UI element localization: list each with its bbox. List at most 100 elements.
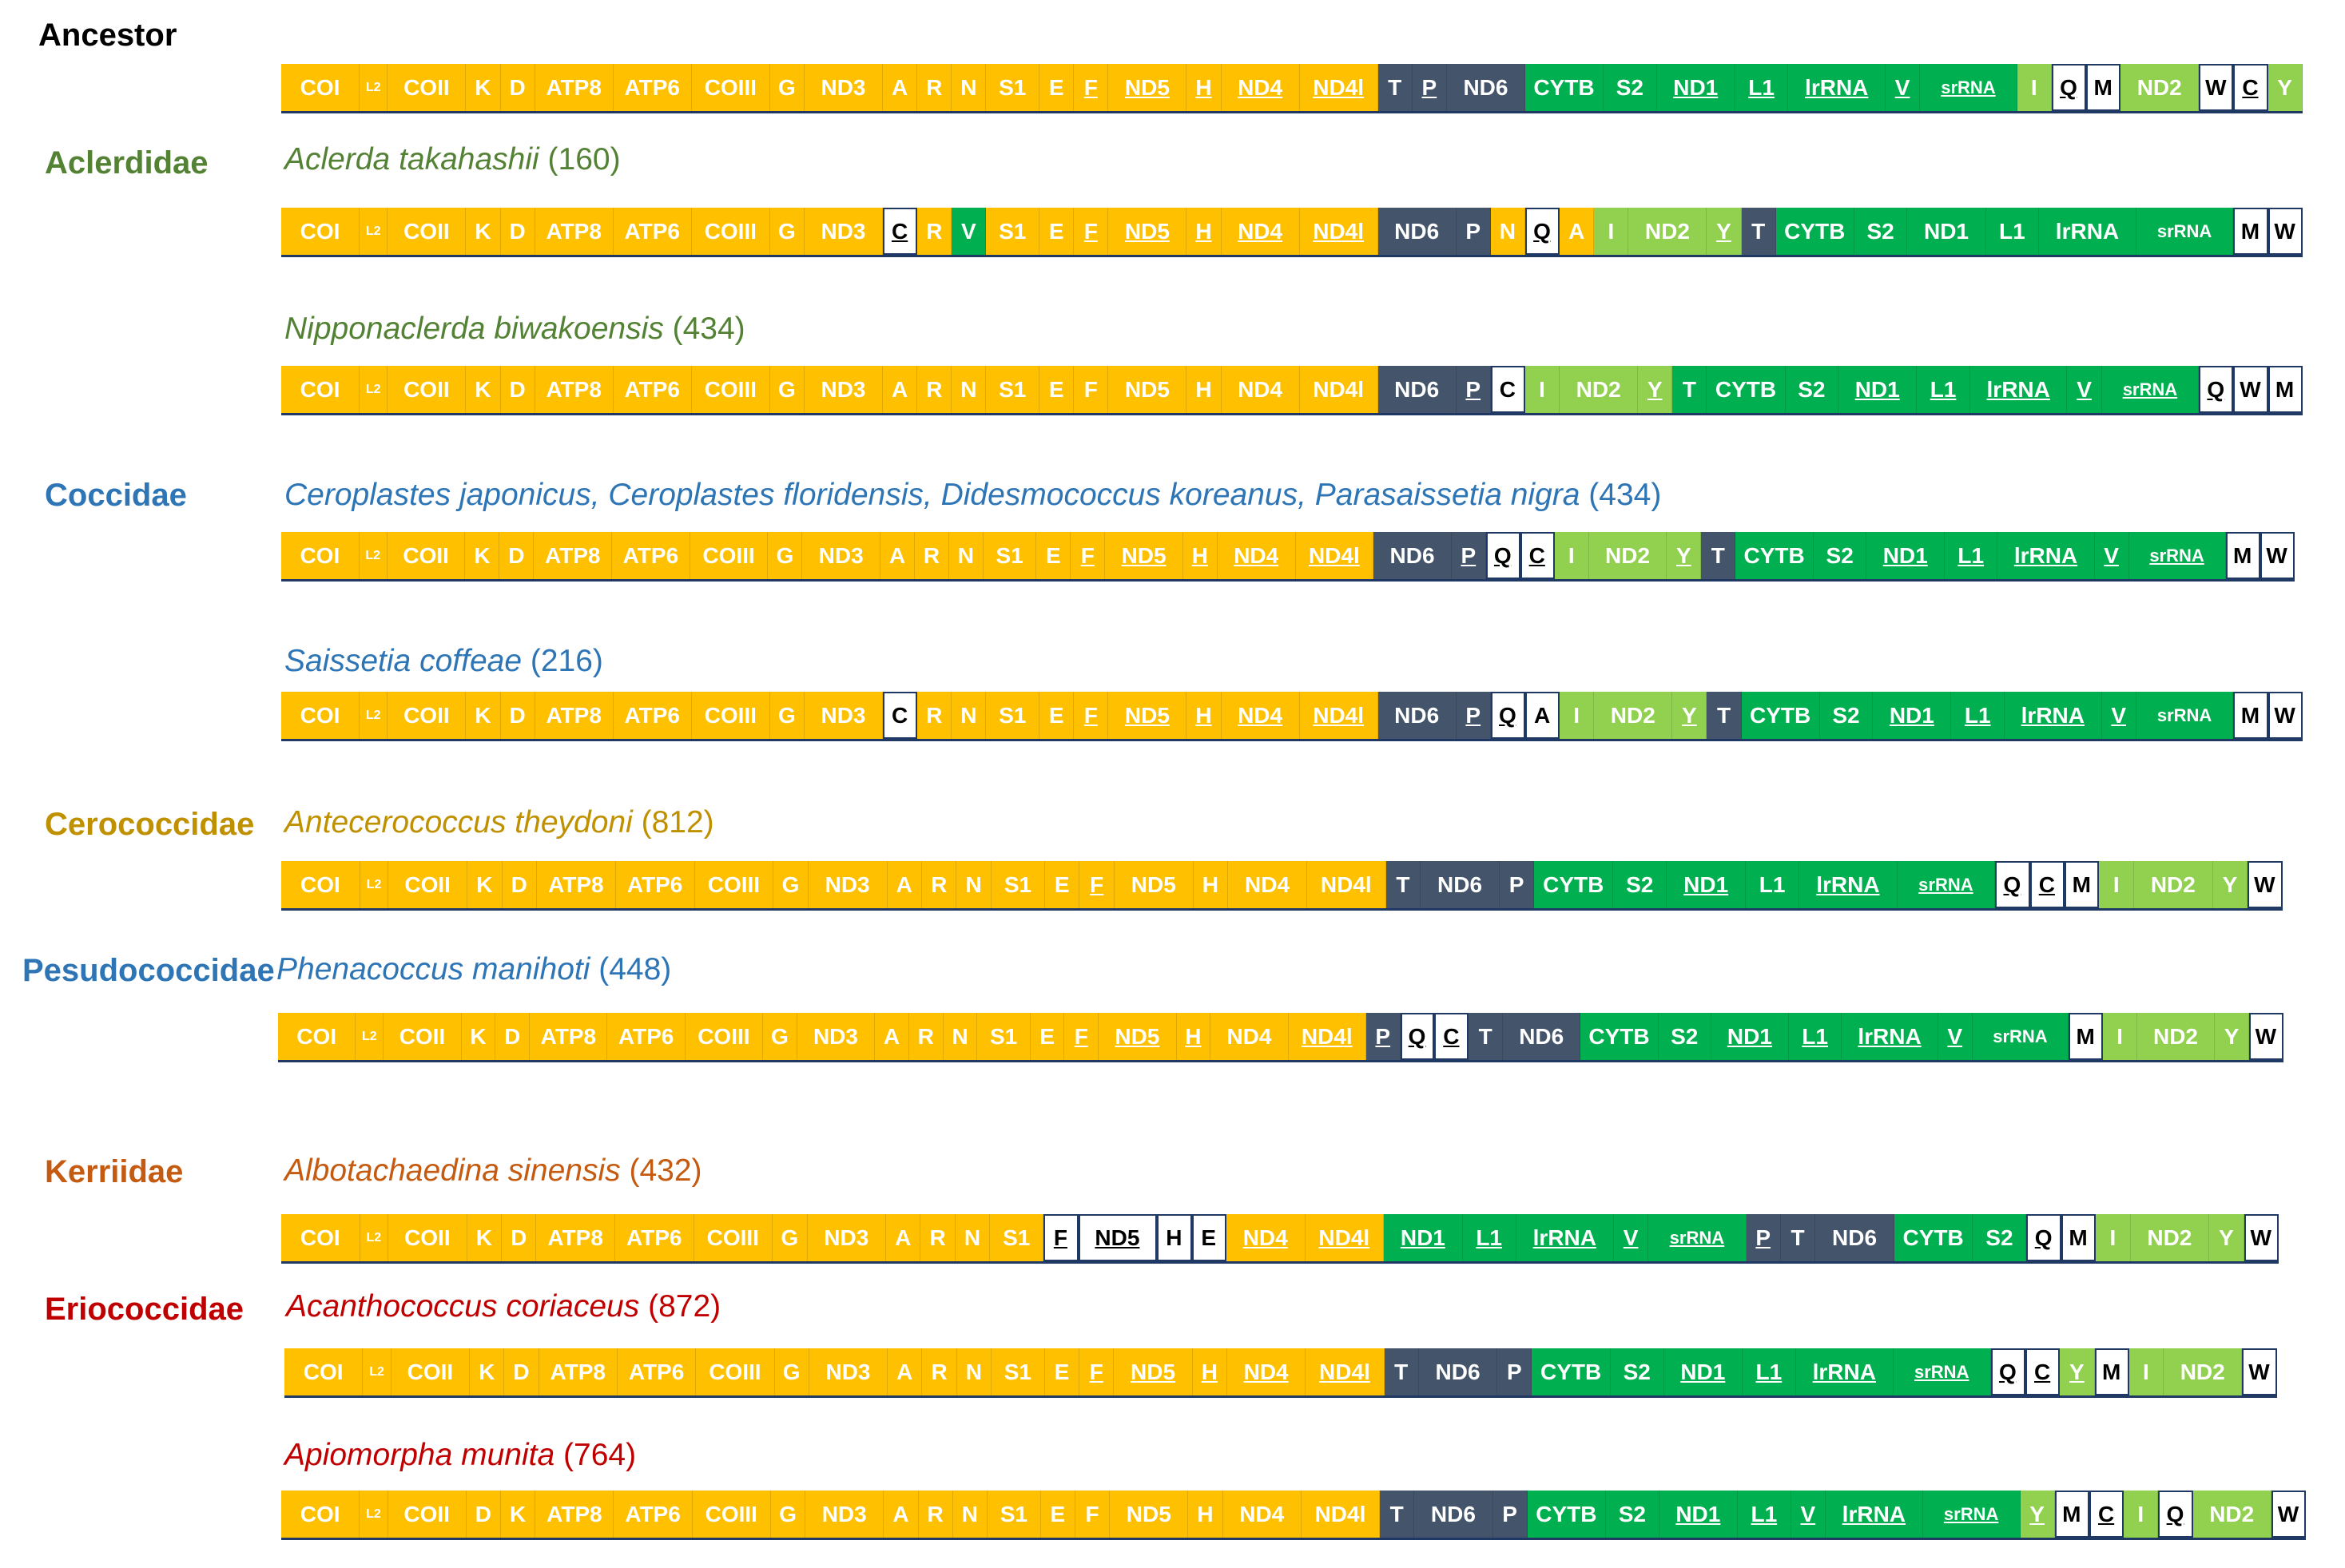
gene-block-f: F: [1074, 64, 1109, 111]
gene-block-lrrna: lrRNA: [1842, 1013, 1938, 1060]
gene-block-nd5: ND5: [1114, 1348, 1193, 1395]
gene-block-t: T: [1469, 1013, 1504, 1060]
gene-label: ATP8: [540, 1023, 597, 1049]
gene-label: CYTB: [1588, 1023, 1650, 1049]
gene-label: M: [2232, 542, 2252, 568]
gene-label: Y: [2218, 1225, 2234, 1250]
gene-block-l1: L1: [1735, 64, 1789, 111]
gene-block-q: Q: [1490, 692, 1525, 739]
gene-label: E: [1039, 1023, 1055, 1049]
gene-block-l1: L1: [1945, 532, 1998, 579]
gene-label: N: [961, 1501, 978, 1526]
gene-label: R: [931, 871, 948, 897]
gene-label: F: [1083, 376, 1098, 402]
gene-label: srRNA: [2122, 379, 2178, 399]
gene-block-nd3: ND3: [809, 1348, 888, 1395]
gene-block-nd2: ND2: [2164, 1348, 2243, 1395]
gene-label: T: [1711, 542, 1725, 568]
gene-block-coi: COI: [281, 64, 360, 111]
gene-label: A: [883, 1023, 900, 1049]
gene-label: I: [1608, 218, 1615, 244]
gene-label: D: [509, 702, 526, 728]
gene-label: P: [1465, 376, 1481, 402]
gene-label: L1: [1755, 1359, 1783, 1384]
gene-block-m: M: [2065, 861, 2100, 908]
gene-block-atp6: ATP6: [615, 861, 695, 908]
gene-block-nd4l: ND4l: [1299, 208, 1378, 255]
gene-block-l1: L1: [1737, 1491, 1791, 1538]
gene-label: K: [479, 1359, 495, 1384]
gene-block-v: V: [952, 208, 987, 255]
gene-label: srRNA: [2156, 705, 2212, 725]
gene-block-nd4: ND4: [1221, 208, 1300, 255]
species-label: Antecerococcus theydoni (812): [284, 805, 714, 840]
gene-label: ATP6: [622, 542, 679, 568]
gene-label: COI: [300, 1501, 340, 1526]
gene-label: ND6: [1463, 74, 1508, 100]
gene-block-srrna: srRNA: [2128, 532, 2226, 579]
gene-label: D: [508, 542, 525, 568]
gene-label: ND5: [1126, 1501, 1171, 1526]
gene-label: ND4: [1238, 218, 1283, 244]
gene-label: COI: [300, 1225, 340, 1250]
gene-label: A: [888, 542, 906, 568]
gene-block-s2: S2: [1854, 208, 1908, 255]
gene-block-srrna: srRNA: [2136, 208, 2234, 255]
gene-label: H: [1191, 542, 1208, 568]
gene-block-lrrna: lrRNA: [1788, 64, 1886, 111]
gene-label: ND1: [1727, 1023, 1772, 1049]
gene-label: I: [1573, 702, 1580, 728]
gene-label: Q: [1408, 1023, 1426, 1049]
gene-label: CYTB: [1536, 1501, 1597, 1526]
gene-block-nd3: ND3: [808, 861, 888, 908]
gene-label: ND2: [1644, 218, 1690, 244]
gene-label: V: [1800, 1501, 1816, 1526]
gene-block-nd3: ND3: [802, 532, 880, 579]
gene-block-atp8: ATP8: [536, 1214, 615, 1261]
gene-label: L1: [1751, 1501, 1778, 1526]
gene-label: COIII: [698, 1023, 750, 1049]
gene-block-y: Y: [2209, 1214, 2244, 1261]
gene-label: ND2: [2136, 74, 2182, 100]
gene-block-m: M: [2267, 366, 2303, 413]
gene-label: S1: [999, 74, 1027, 100]
gene-label: G: [781, 871, 800, 897]
gene-label: N: [964, 1225, 981, 1250]
gene-block-atp6: ATP6: [613, 692, 692, 739]
gene-block-e: E: [1039, 366, 1075, 413]
gene-label: ND3: [813, 1023, 858, 1049]
gene-block-p: P: [1456, 692, 1491, 739]
gene-block-w: W: [2260, 532, 2295, 579]
family-label-kerriidae: Kerriidae: [45, 1154, 184, 1189]
gene-block-nd5: ND5: [1108, 208, 1187, 255]
gene-label: ND2: [1605, 542, 1651, 568]
gene-block-l2: L2: [360, 64, 388, 111]
gene-block-nd5: ND5: [1105, 532, 1183, 579]
gene-label: H: [1195, 702, 1212, 728]
gene-label: ATP8: [550, 1359, 606, 1384]
gene-row-apiomorpha: COI L2 COII D K ATP8 ATP6 COIII G ND3 A R N S1 E F ND5 H N…: [281, 1491, 2307, 1540]
gene-label: Y: [1676, 542, 1691, 568]
gene-label: W: [2248, 1359, 2270, 1384]
gene-block-v: V: [1938, 1013, 1973, 1060]
gene-block-h: H: [1188, 1491, 1223, 1538]
gene-label: S1: [989, 1023, 1018, 1049]
gene-block-r: R: [908, 1013, 944, 1060]
gene-block-a: A: [1560, 208, 1595, 255]
gene-label: Q: [1533, 218, 1551, 244]
species-count: (764): [563, 1438, 637, 1472]
gene-label: P: [1465, 218, 1481, 244]
gene-block-coiii: COIII: [696, 1348, 775, 1395]
gene-label: COII: [407, 1359, 454, 1384]
gene-label: COI: [300, 871, 340, 897]
gene-label: COI: [300, 376, 340, 402]
gene-label: COI: [300, 702, 340, 728]
gene-label: M: [2072, 871, 2091, 897]
gene-block-f: F: [1071, 532, 1106, 579]
gene-label: ATP8: [547, 1501, 602, 1526]
gene-block-g: G: [763, 1013, 797, 1060]
gene-block-y: Y: [2215, 1013, 2249, 1060]
gene-label: T: [1389, 1501, 1404, 1526]
gene-label: ATP6: [618, 1023, 674, 1049]
gene-label: lrRNA: [2055, 218, 2120, 244]
